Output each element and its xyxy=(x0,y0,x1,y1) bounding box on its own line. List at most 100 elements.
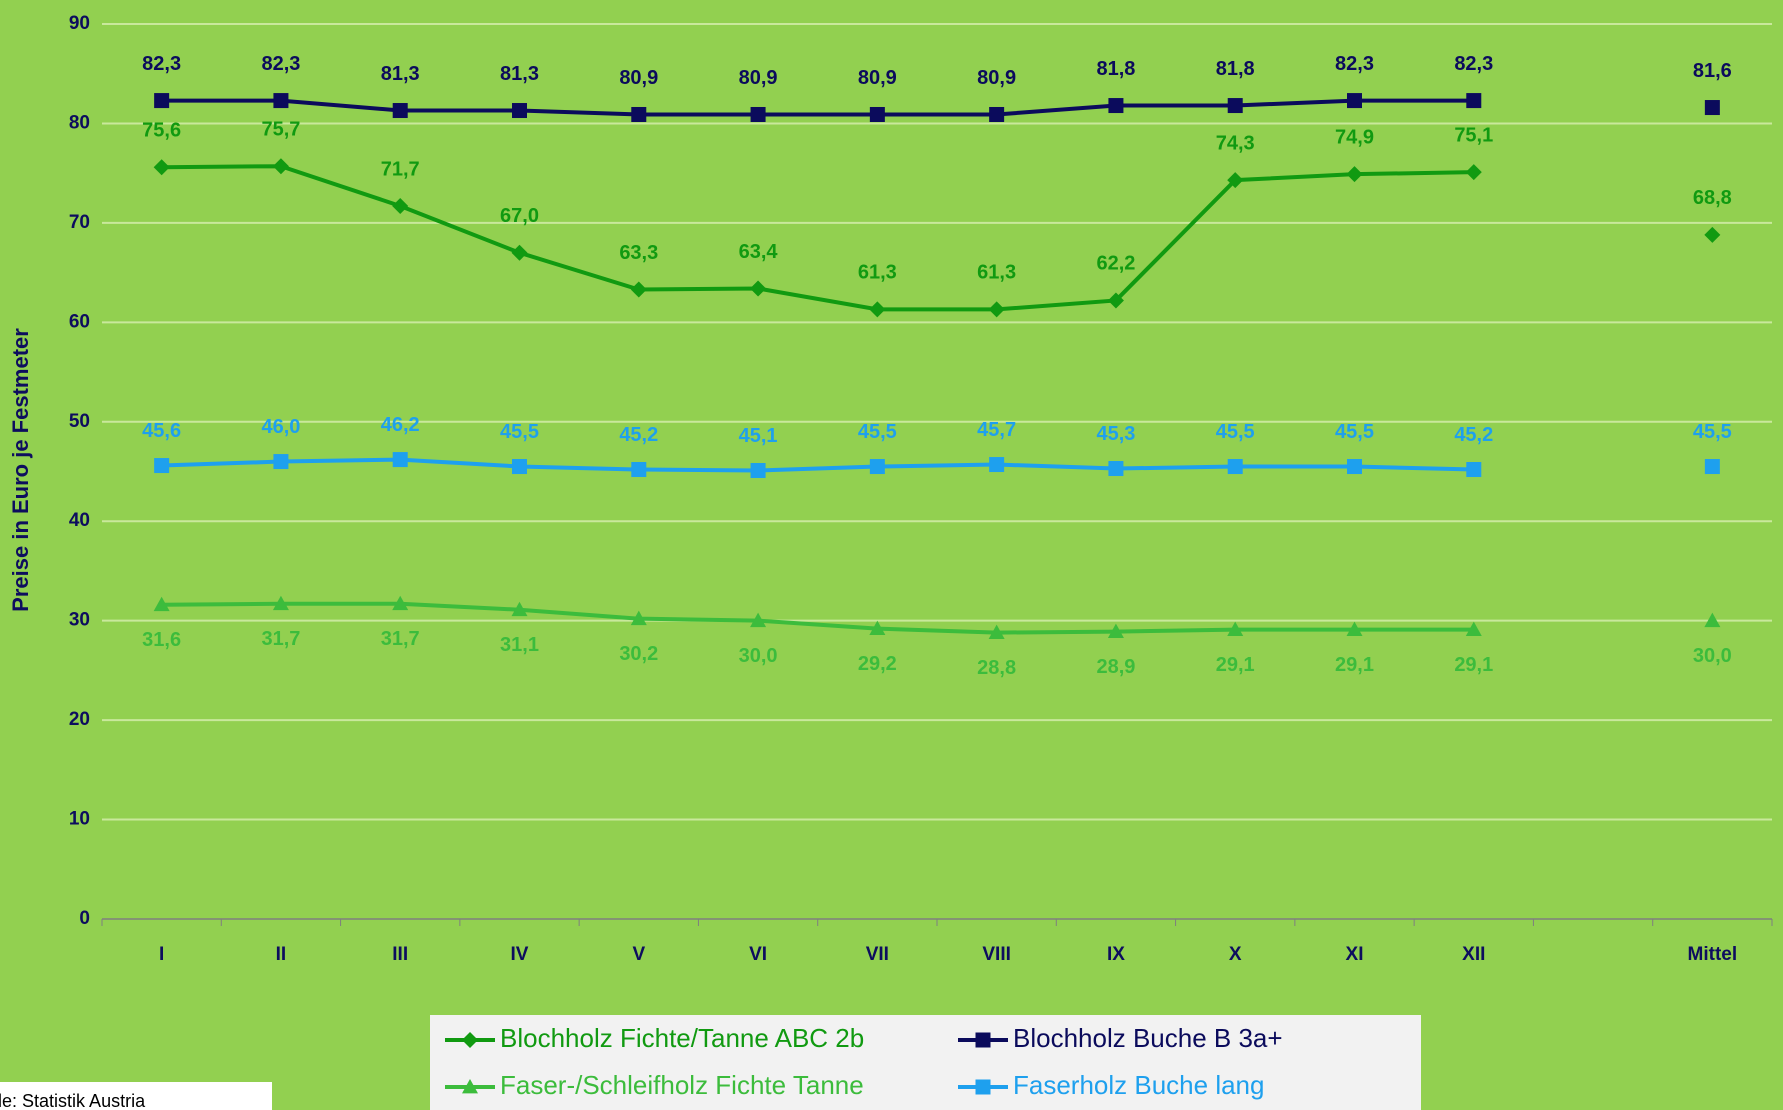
data-label: 68,8 xyxy=(1693,187,1732,209)
data-label: 28,9 xyxy=(1096,656,1135,678)
data-label: 46,2 xyxy=(381,414,420,436)
data-point xyxy=(1704,459,1720,475)
data-label: 75,6 xyxy=(142,119,181,141)
data-point xyxy=(750,463,766,479)
x-tick-label: Mittel xyxy=(1688,944,1738,965)
data-label: 80,9 xyxy=(858,67,897,89)
data-point xyxy=(1107,623,1124,639)
data-point xyxy=(869,620,886,636)
data-point xyxy=(869,106,885,122)
y-tick-label: 80 xyxy=(69,112,90,133)
data-label: 45,2 xyxy=(619,424,658,446)
y-tick-label: 40 xyxy=(69,510,90,531)
data-point xyxy=(869,459,885,475)
data-point xyxy=(1465,164,1482,181)
x-tick-label: X xyxy=(1229,944,1242,965)
data-point xyxy=(1227,621,1244,637)
data-label: 74,9 xyxy=(1335,126,1374,148)
x-tick-label: III xyxy=(392,944,408,965)
data-point xyxy=(1346,166,1363,183)
data-label: 45,5 xyxy=(500,421,539,443)
data-point xyxy=(1347,93,1362,109)
data-label: 80,9 xyxy=(619,67,658,89)
data-label: 81,3 xyxy=(500,63,539,85)
data-label: 45,3 xyxy=(1096,423,1135,445)
data-point xyxy=(1465,621,1482,637)
data-label: 30,0 xyxy=(739,645,778,667)
data-point xyxy=(631,106,647,122)
data-label: 61,3 xyxy=(977,262,1016,284)
legend-label: Faserholz Buche lang xyxy=(1013,1070,1264,1100)
y-tick-label: 60 xyxy=(69,311,90,332)
data-label: 29,2 xyxy=(858,653,897,675)
data-label: 29,1 xyxy=(1454,654,1493,676)
data-label: 31,7 xyxy=(261,628,300,650)
data-point xyxy=(392,452,408,468)
x-tick-label: XI xyxy=(1346,944,1364,965)
data-point xyxy=(1227,172,1244,189)
data-label: 75,7 xyxy=(261,118,300,140)
data-point xyxy=(512,459,527,475)
x-tick-label: VII xyxy=(866,944,889,965)
data-label: 82,3 xyxy=(261,53,300,75)
data-point xyxy=(511,601,528,617)
data-point xyxy=(989,457,1005,473)
data-label: 80,9 xyxy=(739,67,778,89)
data-label: 46,0 xyxy=(261,416,300,438)
x-tick-label: V xyxy=(632,944,645,965)
x-tick-label: IV xyxy=(511,944,529,965)
source-box xyxy=(0,1082,272,1110)
legend-marker xyxy=(975,1032,991,1048)
data-label: 30,0 xyxy=(1693,645,1732,667)
data-label: 63,3 xyxy=(619,242,658,264)
data-label: 82,3 xyxy=(1454,53,1493,75)
legend-label: Blochholz Buche B 3a+ xyxy=(1013,1023,1283,1053)
legend-marker xyxy=(975,1079,991,1095)
data-label: 45,7 xyxy=(977,419,1016,441)
legend-box xyxy=(430,1015,1421,1110)
data-point xyxy=(1108,461,1124,477)
data-label: 81,3 xyxy=(381,63,420,85)
data-label: 30,2 xyxy=(619,643,658,665)
data-label: 45,5 xyxy=(858,421,897,443)
x-tick-label: VIII xyxy=(982,944,1011,965)
data-point xyxy=(1466,462,1482,478)
data-point xyxy=(153,596,170,612)
data-point xyxy=(392,103,408,119)
data-label: 28,8 xyxy=(977,657,1016,679)
y-axis-label: Preise in Euro je Festmeter xyxy=(8,328,33,612)
data-label: 81,6 xyxy=(1693,60,1732,82)
y-tick-label: 90 xyxy=(69,13,90,34)
data-label: 63,4 xyxy=(739,241,779,263)
series-line xyxy=(162,166,1713,309)
data-point xyxy=(1227,459,1243,475)
data-label: 61,3 xyxy=(858,262,897,284)
data-point xyxy=(272,595,289,611)
data-point xyxy=(154,458,170,474)
data-point xyxy=(869,301,886,318)
data-label: 31,6 xyxy=(142,629,181,651)
data-label: 67,0 xyxy=(500,205,539,227)
x-tick-label: II xyxy=(276,944,287,965)
data-point xyxy=(392,197,409,214)
source: Quelle: Statistik Austria xyxy=(0,1091,146,1110)
data-point xyxy=(1704,100,1720,116)
data-point xyxy=(273,93,289,109)
data-label: 45,5 xyxy=(1216,421,1255,443)
data-label: 45,5 xyxy=(1693,421,1732,443)
data-point xyxy=(512,103,527,119)
data-label: 45,2 xyxy=(1454,424,1493,446)
data-point xyxy=(154,93,170,109)
data-point xyxy=(1227,98,1243,114)
data-label: 45,6 xyxy=(142,420,181,442)
y-tick-label: 30 xyxy=(69,610,90,631)
data-label: 45,5 xyxy=(1335,421,1374,443)
data-label: 29,1 xyxy=(1335,654,1374,676)
data-label: 71,7 xyxy=(381,158,420,180)
data-label: 62,2 xyxy=(1096,253,1135,275)
data-point xyxy=(750,106,766,122)
data-point xyxy=(630,610,647,626)
y-tick-label: 0 xyxy=(79,908,90,929)
